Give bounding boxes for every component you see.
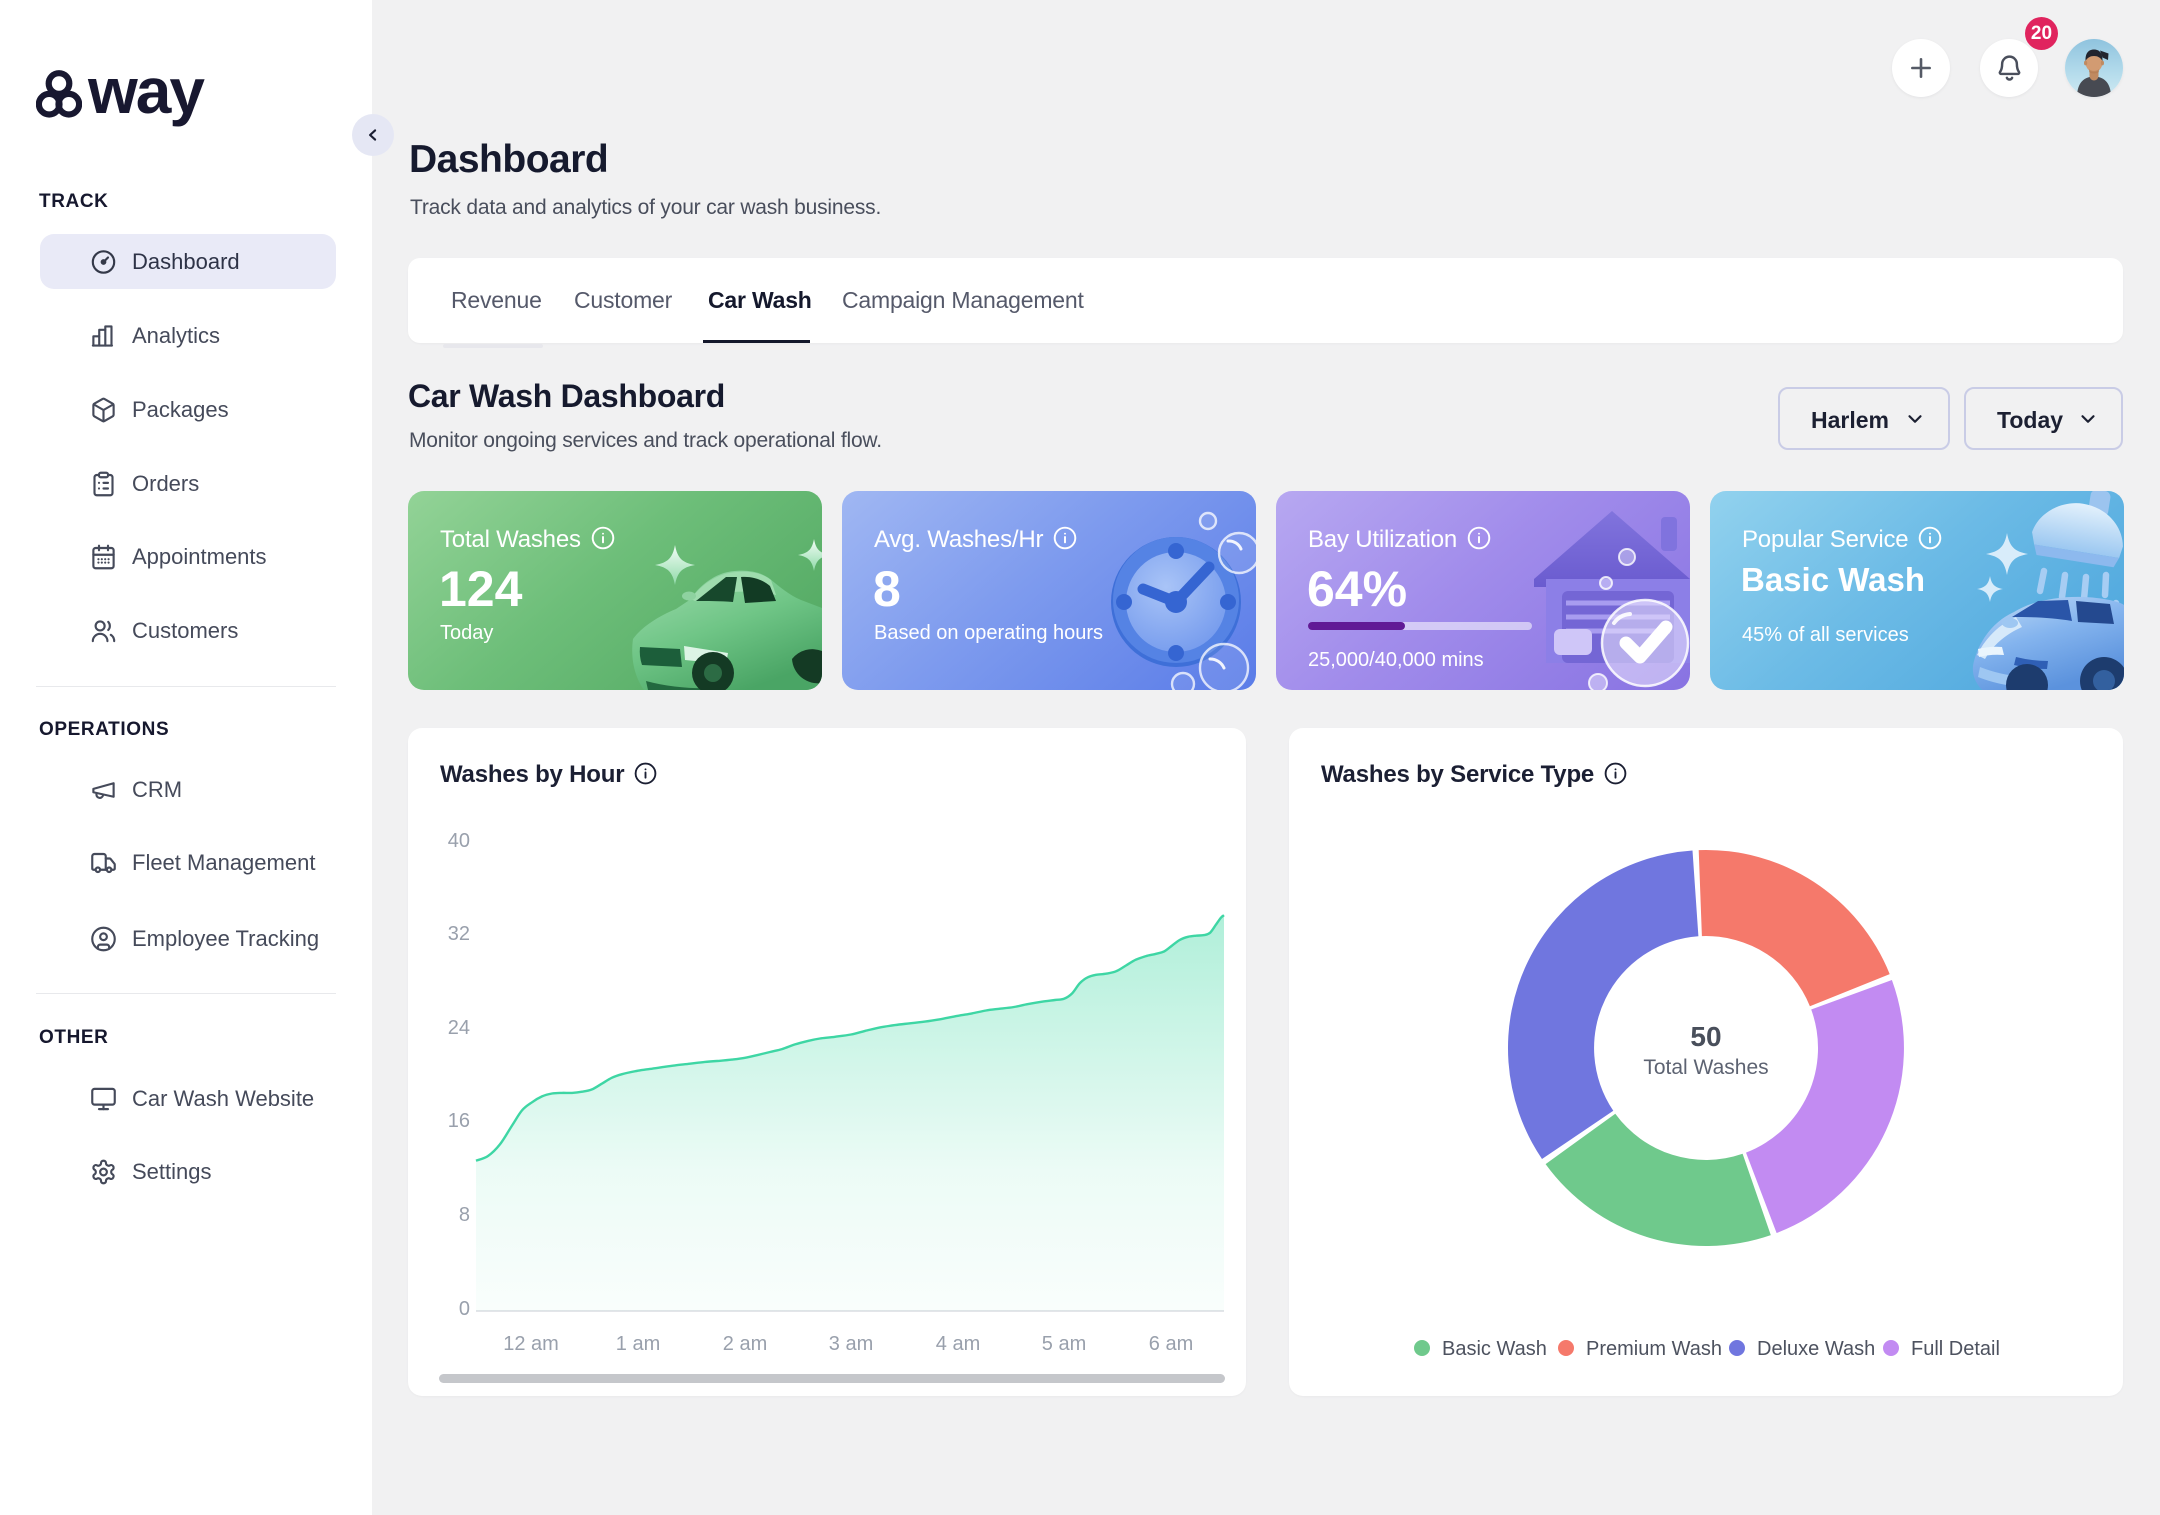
svg-text:Basic Wash: Basic Wash bbox=[1442, 1338, 1547, 1360]
svg-text:2 am: 2 am bbox=[723, 1333, 767, 1355]
svg-text:50: 50 bbox=[1690, 1021, 1721, 1052]
svg-text:1 am: 1 am bbox=[616, 1333, 660, 1355]
svg-text:8: 8 bbox=[459, 1204, 470, 1226]
svg-text:Total Washes: Total Washes bbox=[1643, 1056, 1768, 1079]
svg-text:3 am: 3 am bbox=[829, 1333, 873, 1355]
svg-text:Premium Wash: Premium Wash bbox=[1586, 1338, 1722, 1360]
svg-text:32: 32 bbox=[448, 923, 470, 945]
svg-text:16: 16 bbox=[448, 1110, 470, 1132]
svg-text:5 am: 5 am bbox=[1042, 1333, 1086, 1355]
svg-text:Deluxe Wash: Deluxe Wash bbox=[1757, 1338, 1875, 1360]
svg-text:4 am: 4 am bbox=[936, 1333, 980, 1355]
svg-text:24: 24 bbox=[448, 1017, 470, 1039]
svg-text:0: 0 bbox=[459, 1298, 470, 1320]
svg-text:12 am: 12 am bbox=[503, 1333, 559, 1355]
svg-text:40: 40 bbox=[448, 830, 470, 852]
svg-text:Full Detail: Full Detail bbox=[1911, 1338, 2000, 1360]
svg-text:6 am: 6 am bbox=[1149, 1333, 1193, 1355]
